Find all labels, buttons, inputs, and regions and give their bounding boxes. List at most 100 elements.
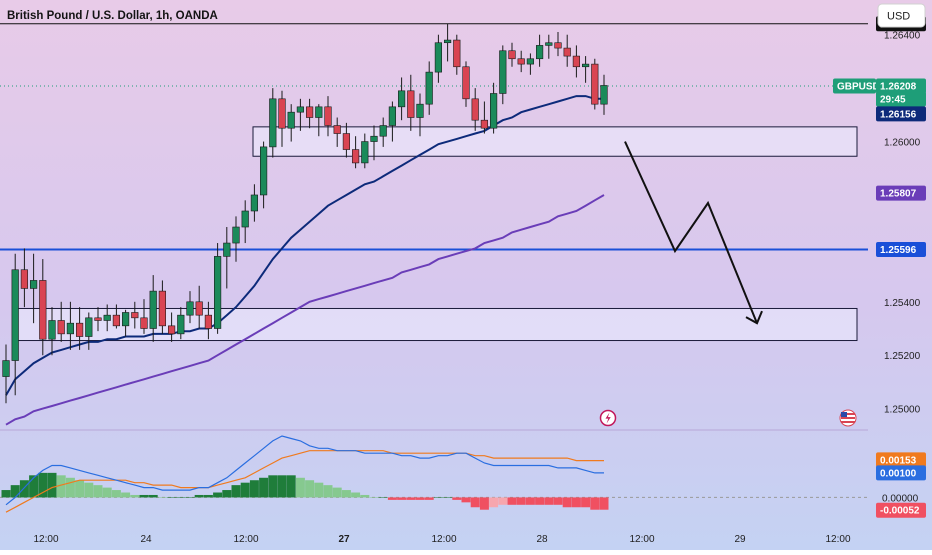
macd-histogram-bar: [544, 497, 554, 505]
candle[interactable]: [471, 88, 479, 131]
candle[interactable]: [545, 34, 553, 59]
lightning-icon[interactable]: [599, 409, 617, 427]
candle-body: [2, 360, 10, 377]
candle-body: [526, 58, 534, 65]
candle[interactable]: [591, 58, 599, 110]
candle[interactable]: [112, 304, 120, 329]
candle[interactable]: [489, 82, 498, 134]
candle[interactable]: [443, 24, 452, 62]
candle[interactable]: [2, 344, 10, 404]
time-tick-label: 12:00: [431, 534, 456, 545]
candle[interactable]: [287, 104, 295, 142]
candle[interactable]: [379, 117, 387, 147]
currency-button[interactable]: USD: [877, 3, 926, 28]
candle[interactable]: [407, 74, 415, 131]
candle[interactable]: [76, 307, 84, 350]
candle-body: [20, 269, 29, 289]
price-tick-label: 1.25200: [884, 351, 921, 362]
candle[interactable]: [324, 96, 332, 137]
candle[interactable]: [85, 312, 93, 350]
macd-histogram-bar: [176, 497, 186, 498]
candle[interactable]: [563, 34, 571, 67]
candle[interactable]: [296, 98, 305, 131]
candle[interactable]: [305, 98, 314, 129]
candle-body: [103, 314, 111, 321]
candle[interactable]: [572, 45, 580, 78]
macd-histogram-bar: [259, 477, 269, 498]
macd-value-label: 0.00153: [876, 452, 926, 468]
candle[interactable]: [554, 32, 562, 57]
macd-histogram-bar: [38, 472, 48, 498]
price-label-ema-slow-bg: [876, 185, 926, 201]
candle-body: [269, 98, 277, 148]
price-label-countdown-bg: [876, 91, 926, 107]
candle[interactable]: [48, 307, 56, 356]
candle[interactable]: [57, 301, 65, 342]
currency-label[interactable]: USD: [887, 11, 910, 23]
price-label-ema-fast-text: 1.26156: [880, 109, 917, 120]
candle[interactable]: [158, 280, 167, 334]
candle[interactable]: [269, 88, 277, 158]
macd-histogram-bar: [268, 475, 278, 498]
candle[interactable]: [122, 309, 130, 337]
candle[interactable]: [131, 301, 139, 329]
candle[interactable]: [241, 200, 249, 244]
candle[interactable]: [140, 299, 148, 334]
candle[interactable]: [480, 101, 489, 134]
candle[interactable]: [195, 285, 203, 329]
candle[interactable]: [214, 243, 222, 334]
candle[interactable]: [259, 141, 268, 209]
candle[interactable]: [361, 133, 369, 169]
candle[interactable]: [11, 253, 19, 396]
candle[interactable]: [66, 301, 74, 350]
candle-body: [581, 63, 590, 68]
candle[interactable]: [177, 307, 185, 340]
candle[interactable]: [342, 122, 351, 158]
candle[interactable]: [223, 227, 231, 289]
macd-histogram-bar: [397, 497, 407, 500]
candle[interactable]: [103, 304, 111, 332]
candle[interactable]: [517, 50, 525, 73]
candle[interactable]: [351, 136, 360, 169]
candle[interactable]: [94, 307, 102, 332]
price-label-support: 1.25596: [876, 241, 926, 257]
projection-arrow[interactable]: [624, 141, 758, 324]
candle[interactable]: [250, 184, 259, 222]
candle[interactable]: [388, 101, 397, 142]
candle[interactable]: [453, 34, 461, 75]
candle[interactable]: [168, 312, 176, 342]
candle[interactable]: [581, 56, 590, 83]
candle[interactable]: [370, 125, 378, 161]
macd-histogram-bar: [139, 494, 149, 498]
candle[interactable]: [204, 301, 213, 340]
candle-body: [195, 301, 203, 316]
candle-body: [66, 322, 74, 335]
candle[interactable]: [333, 117, 341, 147]
candle[interactable]: [526, 53, 534, 75]
time-tick-label: 27: [338, 534, 350, 545]
candle[interactable]: [39, 259, 47, 356]
candle[interactable]: [462, 61, 470, 107]
macd-histogram-bar: [102, 487, 112, 498]
candle[interactable]: [29, 253, 38, 324]
candle[interactable]: [508, 42, 516, 67]
candle[interactable]: [425, 61, 433, 115]
candle[interactable]: [315, 104, 323, 137]
candle[interactable]: [186, 291, 194, 324]
candle[interactable]: [20, 248, 29, 308]
candle[interactable]: [232, 216, 240, 262]
us-flag-icon[interactable]: [839, 409, 857, 427]
candle[interactable]: [499, 45, 507, 105]
candle[interactable]: [278, 90, 286, 147]
candle[interactable]: [416, 93, 424, 137]
candle[interactable]: [149, 275, 157, 342]
candle-body: [333, 125, 341, 134]
macd-tick-label: 0.00000: [882, 493, 919, 504]
candle[interactable]: [535, 34, 544, 67]
candle[interactable]: [434, 34, 443, 83]
candle[interactable]: [397, 77, 406, 121]
candle[interactable]: [600, 74, 608, 115]
macd-histogram-bar: [231, 485, 241, 498]
